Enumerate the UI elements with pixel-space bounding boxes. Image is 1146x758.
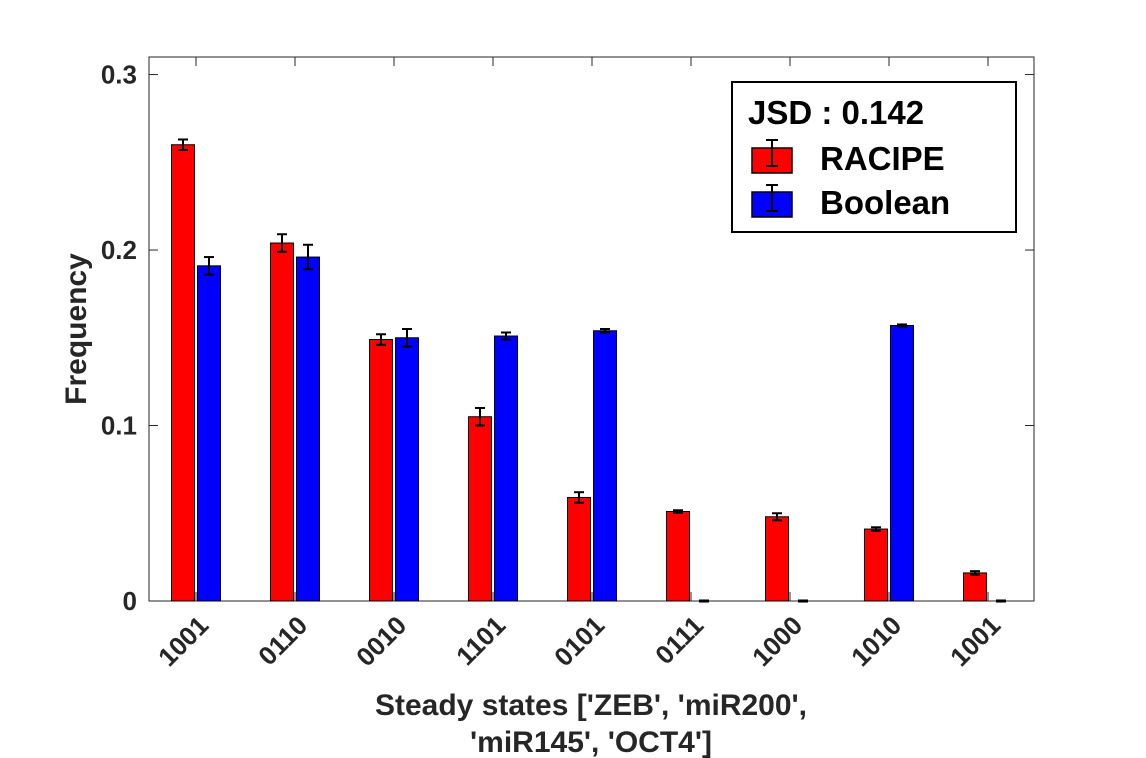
- bar-racipe-2: [369, 339, 393, 602]
- errorbar-boolean-4: [600, 328, 610, 334]
- error-bars-group: [178, 138, 1006, 603]
- x-axis-label-line-2: 'miR145', 'OCT4']: [470, 726, 712, 758]
- bar-boolean-1: [296, 256, 320, 602]
- x-tick-label-2: 0010: [350, 610, 412, 672]
- bar-racipe-4: [567, 496, 591, 602]
- bar-racipe-5: [666, 511, 690, 602]
- y-tick-label-0: 0: [123, 586, 137, 616]
- bar-racipe-6: [765, 516, 789, 602]
- x-tick-label-1: 0110: [252, 610, 313, 671]
- errorbar-boolean-2: [402, 328, 412, 348]
- x-tick-label-3: 1101: [450, 610, 511, 671]
- bars-group: [171, 144, 987, 602]
- errorbar-racipe-3: [475, 406, 485, 427]
- errorbar-racipe-0: [178, 138, 188, 152]
- bar-racipe-1: [270, 242, 294, 602]
- bar-racipe-3: [468, 416, 492, 602]
- bar-boolean-2: [395, 337, 419, 602]
- x-tick-label-4: 0101: [548, 610, 610, 672]
- errorbar-boolean-6: [798, 599, 808, 603]
- errorbar-racipe-4: [574, 491, 584, 504]
- errorbar-racipe-5: [673, 509, 683, 514]
- legend: JSD : 0.142 RACIPE Boolean: [731, 81, 1017, 233]
- errorbar-boolean-5: [699, 599, 709, 603]
- errorbar-boolean-1: [303, 243, 313, 271]
- errorbar-racipe-7: [871, 526, 881, 532]
- y-axis-label: Frequency: [60, 253, 93, 405]
- legend-label-boolean: Boolean: [820, 184, 950, 221]
- bar-boolean-7: [890, 324, 914, 602]
- errorbar-racipe-6: [772, 512, 782, 522]
- x-tick-label-6: 1000: [746, 610, 808, 672]
- y-tick-label-3: 0.3: [101, 60, 137, 90]
- x-tick-label-8: 1001: [944, 610, 1006, 672]
- x-tick-label-7: 1010: [845, 610, 907, 672]
- errorbar-racipe-2: [376, 333, 386, 346]
- bar-racipe-8: [963, 572, 987, 602]
- bar-boolean-0: [197, 265, 221, 602]
- bar-boolean-4: [593, 330, 617, 602]
- x-tick-label-5: 0111: [649, 610, 709, 670]
- y-axis-ticks: 0 0.1 0.2 0.3: [101, 60, 1034, 616]
- errorbar-boolean-7: [897, 323, 907, 328]
- x-tick-label-0: 1001: [152, 610, 214, 672]
- errorbar-racipe-8: [970, 570, 980, 576]
- bar-racipe-0: [171, 144, 195, 602]
- bar-racipe-7: [864, 528, 888, 602]
- errorbar-racipe-1: [277, 233, 287, 253]
- legend-title: JSD : 0.142: [748, 94, 924, 131]
- x-axis-label-line-1: Steady states ['ZEB', 'miR200',: [375, 689, 807, 722]
- y-tick-label-2: 0.2: [101, 235, 137, 265]
- errorbar-boolean-3: [501, 331, 511, 341]
- errorbar-boolean-8: [996, 599, 1006, 603]
- bar-boolean-3: [494, 335, 518, 602]
- legend-label-racipe: RACIPE: [820, 140, 945, 177]
- errorbar-boolean-0: [204, 256, 214, 276]
- y-tick-label-1: 0.1: [101, 411, 137, 441]
